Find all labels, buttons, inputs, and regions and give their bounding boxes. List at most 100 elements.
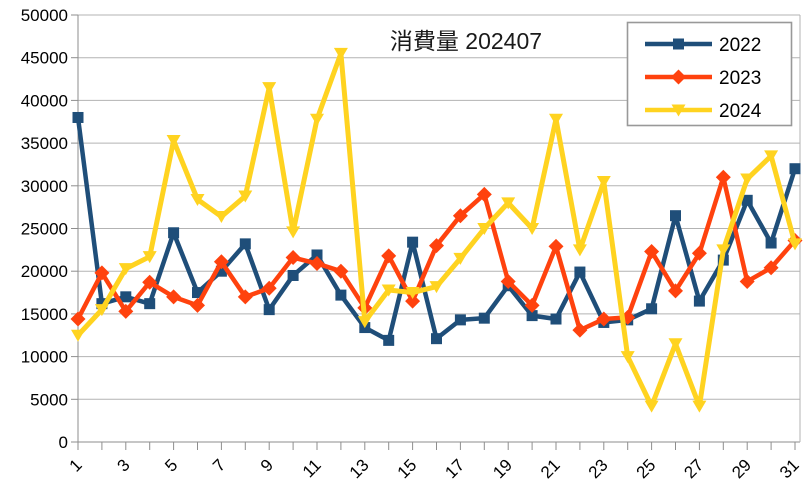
series-2022-marker-day-21 [550,313,562,325]
series-2023-marker-day-29 [739,273,755,289]
legend-marker-2022 [673,38,684,50]
series-2024-marker-day-2 [94,304,109,317]
series-2023-marker-day-20 [524,297,540,313]
series-2022-marker-day-3 [120,291,132,303]
series-2023-marker-day-22 [572,322,588,338]
series-2024-marker-day-5 [166,135,181,148]
series-2023-marker-day-2 [94,265,110,281]
series-2022-marker-day-6 [192,287,203,299]
y-axis-label-20000: 20000 [21,262,68,281]
y-axis-label-40000: 40000 [21,91,68,110]
series-2022-marker-day-18 [478,312,490,324]
series-2023-marker-day-27 [691,245,707,261]
series-2022-marker-day-26 [670,210,681,222]
x-axis-label-25: 25 [633,455,660,482]
x-axis-label-3: 3 [113,455,133,475]
legend-marker-2024 [671,104,686,117]
series-2024-marker-day-9 [262,82,277,95]
series-2024-marker-day-18 [477,223,492,235]
series-2023-marker-day-23 [596,311,612,327]
x-axis-label-9: 9 [257,455,277,475]
series-2022-marker-day-1 [72,111,84,123]
series-2022-marker-day-5 [168,227,180,239]
series-2023-marker-day-4 [142,274,158,290]
series-2023-marker-day-25 [644,244,660,260]
series-2024-marker-day-28 [716,244,731,257]
series-2023-marker-day-26 [668,283,683,299]
series-2023-marker-day-19 [500,273,516,289]
x-axis-label-31: 31 [776,455,803,482]
x-axis-label-17: 17 [441,455,468,482]
x-axis-label-27: 27 [680,455,707,482]
y-axis-label-25000: 25000 [21,220,68,239]
legend-label-2024: 2024 [719,101,762,122]
series-2024-marker-day-15 [405,287,420,300]
series-2022-marker-day-8 [239,238,251,250]
series-2023-marker-day-9 [261,280,277,296]
series-2024-marker-day-19 [501,197,516,210]
x-axis-label-15: 15 [394,455,421,482]
series-2023-marker-day-28 [715,169,731,185]
series-2022-marker-day-10 [287,269,299,281]
y-axis-label-5000: 5000 [30,390,68,409]
series-2022-marker-day-30 [765,237,777,249]
series-2022-marker-day-20 [526,310,538,322]
series-2022-marker-day-17 [454,314,466,326]
series-2024-marker-day-23 [596,176,611,189]
series-2022-marker-day-29 [741,194,753,206]
y-axis-label-45000: 45000 [21,49,68,68]
series-2024-marker-day-10 [286,226,301,239]
series-2023-marker-day-30 [763,260,779,276]
chart-title: 消費量 202407 [390,28,542,54]
series-2023-marker-day-6 [190,297,205,313]
series-2023-marker-day-12 [333,263,349,279]
series-2024-marker-day-30 [764,150,779,163]
series-2023-marker-day-21 [548,238,564,254]
x-axis-label-21: 21 [537,455,564,482]
series-2023-marker-day-16 [429,238,444,254]
legend-marker-2023 [671,69,686,85]
y-axis-label-35000: 35000 [21,134,68,153]
series-2024-marker-day-4 [142,251,157,264]
series-2022-marker-day-16 [431,333,442,345]
x-axis-label-29: 29 [728,455,755,482]
series-2024-marker-day-27 [692,400,707,413]
series-2022-marker-day-31 [789,163,801,175]
legend-label-2023: 2023 [719,68,761,89]
x-axis-label-13: 13 [346,455,373,482]
series-2024-marker-day-8 [238,190,253,203]
series-2024-marker-day-12 [333,47,348,60]
series-2023-marker-day-7 [213,254,229,270]
series-2022-marker-day-4 [144,298,156,310]
series-2023-marker-day-15 [405,293,421,309]
series-2024-marker-day-24 [620,351,635,364]
series-2022-marker-day-15 [407,236,419,248]
legend-label-2022: 2022 [719,35,761,56]
x-axis-label-5: 5 [161,455,181,475]
x-axis-label-11: 11 [299,455,325,481]
series-2024-marker-day-20 [525,223,540,235]
series-2022-marker-day-7 [215,265,227,277]
series-2024-marker-day-21 [549,113,563,126]
series-2024-marker-day-3 [118,263,133,276]
series-2023-marker-day-18 [476,186,492,202]
series-2022-marker-day-14 [383,334,395,346]
series-2024-marker-day-26 [668,338,683,351]
x-axis-label-7: 7 [209,455,229,475]
series-2022-marker-day-2 [96,298,108,310]
series-2023-marker-day-8 [237,289,253,305]
series-2024-marker-day-31 [788,238,802,251]
series-2024-marker-day-17 [453,252,468,265]
series-2022-marker-day-27 [693,295,705,307]
series-2024-marker-day-7 [214,211,229,224]
series-2023-marker-day-17 [452,208,468,224]
series-2024-marker-day-6 [190,193,205,206]
x-axis-label-1: 1 [66,455,86,475]
series-2022-marker-day-25 [646,303,658,315]
y-axis-label-0: 0 [59,433,68,452]
series-2024-marker-day-13 [357,316,372,329]
series-2024-marker-day-16 [429,281,444,294]
series-2022-marker-day-12 [335,289,347,301]
